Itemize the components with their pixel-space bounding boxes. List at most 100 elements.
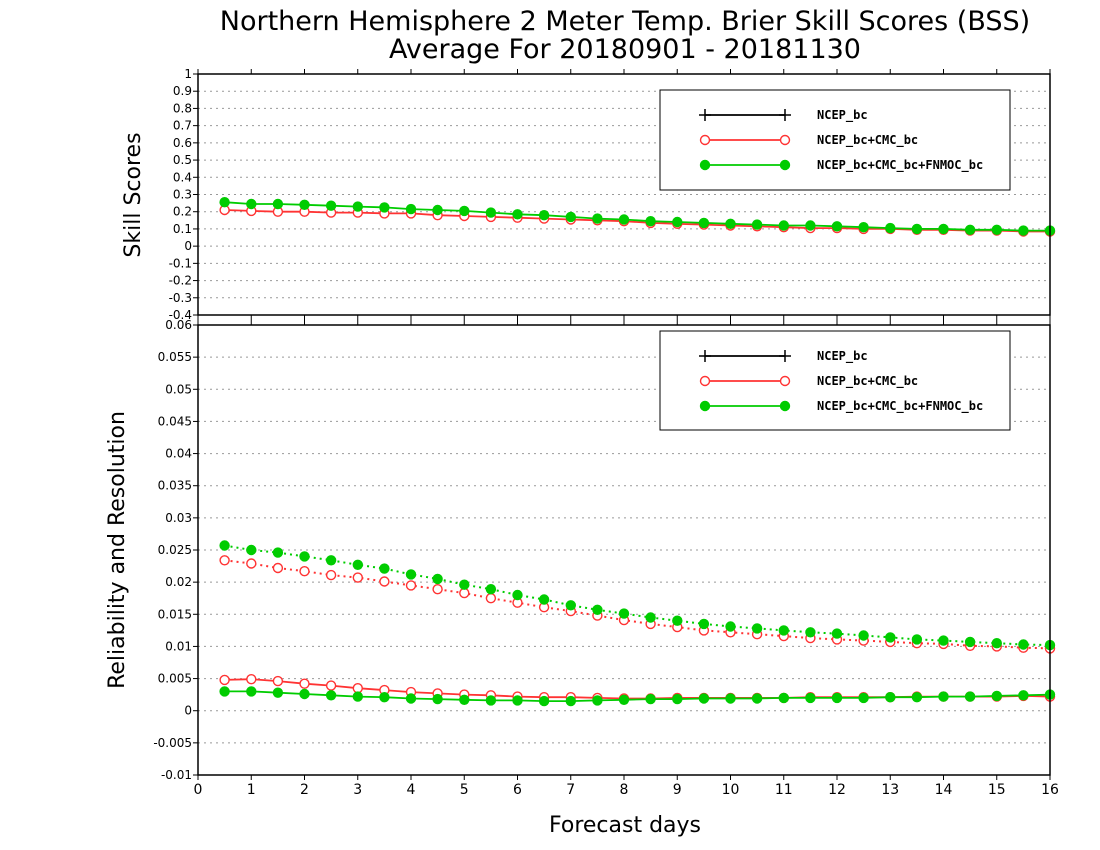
relres-y-tick-label: 0.01 xyxy=(165,639,192,653)
skill-y-tick-label: 0.5 xyxy=(173,153,192,167)
skill-y-tick-label: 0.3 xyxy=(173,188,192,202)
relres-point-ncep-bc-cmc-bc-fnmoc-bc xyxy=(645,612,656,623)
x-tick-label: 14 xyxy=(935,782,953,798)
relres-point-ncep-bc-cmc-bc-fnmoc-bc xyxy=(725,621,736,632)
skill-point-ncep-bc-cmc-bc-fnmoc-bc xyxy=(565,211,576,223)
x-tick-label: 1 xyxy=(247,782,256,798)
skill-point-ncep-bc-cmc-bc-fnmoc-bc xyxy=(618,214,630,225)
skill-y-tick-label: 0.2 xyxy=(173,205,192,219)
relres-point-ncep-bc-cmc-bc xyxy=(246,674,257,685)
skill-point-ncep-bc-cmc-bc-fnmoc-bc xyxy=(938,223,949,235)
relres-point-ncep-bc-cmc-bc-fnmoc-bc xyxy=(379,692,390,703)
skill-legend-marker-circle xyxy=(699,159,711,171)
x-tick-label: 11 xyxy=(775,782,793,798)
chart-title-line1: Northern Hemisphere 2 Meter Temp. Brier … xyxy=(220,6,1030,37)
relres-point-ncep-bc-cmc-bc-fnmoc-bc xyxy=(751,693,763,704)
skill-series-line-ncep-bc-cmc-bc-fnmoc-bc xyxy=(224,201,1050,232)
relres-y-tick-label: -0.005 xyxy=(153,736,192,750)
skill-y-tick-label: -0.1 xyxy=(169,256,192,270)
relres-point-ncep-bc-cmc-bc-fnmoc-bc xyxy=(299,551,310,562)
skill-y-tick-label: 0.7 xyxy=(173,119,192,133)
relres-point-ncep-bc-cmc-bc-fnmoc-bc xyxy=(485,584,497,595)
skill-point-ncep-bc-cmc-bc-fnmoc-bc xyxy=(725,218,736,230)
x-axis-label: Forecast days xyxy=(549,813,701,838)
x-tick-label: 7 xyxy=(566,782,575,798)
relres-point-ncep-bc-cmc-bc-fnmoc-bc xyxy=(751,623,763,634)
relres-y-tick-label: 0.015 xyxy=(158,607,192,621)
relres-legend-marker-circle xyxy=(779,400,791,412)
relres-point-ncep-bc-cmc-bc-fnmoc-bc xyxy=(352,691,363,702)
skill-y-tick-label: -0.2 xyxy=(169,274,192,288)
relres-point-ncep-bc-cmc-bc-fnmoc-bc xyxy=(325,555,337,566)
relres-point-ncep-bc-cmc-bc-fnmoc-bc xyxy=(618,694,630,705)
relres-y-tick-label: -0.01 xyxy=(161,768,192,782)
x-tick-label: 4 xyxy=(407,782,416,798)
relres-point-ncep-bc-cmc-bc xyxy=(379,576,390,587)
relres-point-ncep-bc-cmc-bc xyxy=(272,675,284,687)
relres-legend-entry: NCEP_bc+CMC_bc+FNMOC_bc xyxy=(817,399,983,414)
skill-point-ncep-bc-cmc-bc-fnmoc-bc xyxy=(645,215,656,227)
skill-point-ncep-bc-cmc-bc-fnmoc-bc xyxy=(964,224,976,236)
skill-point-ncep-bc-cmc-bc-fnmoc-bc xyxy=(432,204,443,216)
skill-legend-marker-circle xyxy=(779,159,791,171)
relres-y-tick-label: 0.035 xyxy=(158,479,192,493)
relres-point-ncep-bc-cmc-bc-fnmoc-bc xyxy=(964,636,976,648)
relres-legend-entry: NCEP_bc+CMC_bc xyxy=(817,374,918,389)
relres-point-ncep-bc-cmc-bc-fnmoc-bc xyxy=(538,594,550,605)
skill-point-ncep-bc-cmc-bc-fnmoc-bc xyxy=(246,198,257,210)
relres-point-ncep-bc-cmc-bc-fnmoc-bc xyxy=(858,692,869,704)
relres-point-ncep-bc-cmc-bc-fnmoc-bc xyxy=(938,691,949,702)
relres-point-ncep-bc-cmc-bc-fnmoc-bc xyxy=(459,579,470,590)
skill-point-ncep-bc-cmc-bc-fnmoc-bc xyxy=(352,201,363,212)
relres-point-ncep-bc-cmc-bc-fnmoc-bc xyxy=(272,547,284,558)
skill-point-ncep-bc-cmc-bc-fnmoc-bc xyxy=(698,217,710,229)
relres-legend-marker-circle xyxy=(699,375,711,387)
relres-point-ncep-bc-cmc-bc xyxy=(325,569,337,581)
relres-point-ncep-bc-cmc-bc-fnmoc-bc xyxy=(246,686,257,697)
x-tick-label: 5 xyxy=(460,782,469,798)
skill-y-tick-label: 0.4 xyxy=(173,170,192,184)
relres-point-ncep-bc-cmc-bc-fnmoc-bc xyxy=(778,625,789,636)
y-axis-label-skill-scores: Skill Scores xyxy=(121,132,146,257)
relres-point-ncep-bc-cmc-bc-fnmoc-bc xyxy=(911,692,923,703)
skill-y-tick-label: 0.6 xyxy=(173,136,192,150)
relres-point-ncep-bc-cmc-bc-fnmoc-bc xyxy=(991,690,1002,702)
relres-y-tick-label: 0.04 xyxy=(165,447,192,461)
relres-point-ncep-bc-cmc-bc-fnmoc-bc xyxy=(1018,690,1029,701)
relres-point-ncep-bc-cmc-bc xyxy=(405,580,417,591)
relres-point-ncep-bc-cmc-bc xyxy=(299,678,310,689)
relres-point-ncep-bc-cmc-bc-fnmoc-bc xyxy=(618,608,630,619)
relres-point-ncep-bc-cmc-bc-fnmoc-bc xyxy=(964,691,976,702)
relres-point-ncep-bc-cmc-bc-fnmoc-bc xyxy=(219,686,230,697)
relres-point-ncep-bc-cmc-bc xyxy=(246,558,257,569)
relres-point-ncep-bc-cmc-bc-fnmoc-bc xyxy=(831,628,843,639)
relres-y-tick-label: 0.005 xyxy=(158,672,192,686)
relres-point-ncep-bc-cmc-bc-fnmoc-bc xyxy=(246,544,257,556)
chart-title-line2: Average For 20180901 - 20181130 xyxy=(389,34,861,65)
relres-legend-marker-circle xyxy=(699,400,711,412)
relres-point-ncep-bc-cmc-bc-fnmoc-bc xyxy=(885,692,896,703)
skill-point-ncep-bc-cmc-bc-fnmoc-bc xyxy=(885,222,896,234)
relres-point-ncep-bc-cmc-bc-fnmoc-bc xyxy=(405,569,417,580)
skill-score-panel: -0.4 -0.3 -0.2 -0.1 0 0.1 0.2 0.3 0.4 0.5 0.6 0.7 0.… xyxy=(169,67,1056,322)
skill-point-ncep-bc-cmc-bc-fnmoc-bc xyxy=(219,196,230,208)
relres-point-ncep-bc-cmc-bc-fnmoc-bc xyxy=(299,688,310,700)
relres-series-line-ncep-bc-cmc-bc-dotted xyxy=(224,559,1051,650)
relres-point-ncep-bc-cmc-bc-fnmoc-bc xyxy=(219,540,230,551)
relres-point-ncep-bc-cmc-bc-fnmoc-bc xyxy=(485,695,497,706)
skill-y-tick-label: -0.3 xyxy=(169,291,192,305)
relres-point-ncep-bc-cmc-bc-fnmoc-bc xyxy=(565,695,576,707)
skill-y-tick-label: 0 xyxy=(184,239,192,253)
skill-point-ncep-bc-cmc-bc-fnmoc-bc xyxy=(592,213,603,224)
relres-y-tick-label: 0.02 xyxy=(165,575,192,589)
relres-point-ncep-bc-cmc-bc-fnmoc-bc xyxy=(352,559,363,570)
skill-plot-frame xyxy=(197,73,1051,316)
skill-point-ncep-bc-cmc-bc-fnmoc-bc xyxy=(405,203,417,215)
relres-point-ncep-bc-cmc-bc-fnmoc-bc xyxy=(645,693,656,705)
relres-point-ncep-bc-cmc-bc xyxy=(272,562,284,574)
relres-plot-frame xyxy=(197,324,1051,776)
x-tick-label: 6 xyxy=(513,782,522,798)
relres-point-ncep-bc-cmc-bc-fnmoc-bc xyxy=(565,600,576,611)
relres-point-ncep-bc-cmc-bc-fnmoc-bc xyxy=(405,693,417,704)
